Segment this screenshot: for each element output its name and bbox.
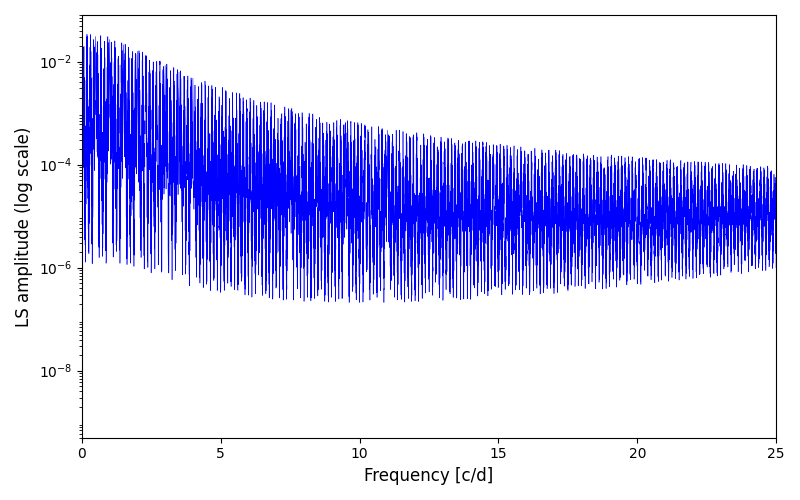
X-axis label: Frequency [c/d]: Frequency [c/d] [364, 467, 494, 485]
Y-axis label: LS amplitude (log scale): LS amplitude (log scale) [15, 126, 33, 326]
